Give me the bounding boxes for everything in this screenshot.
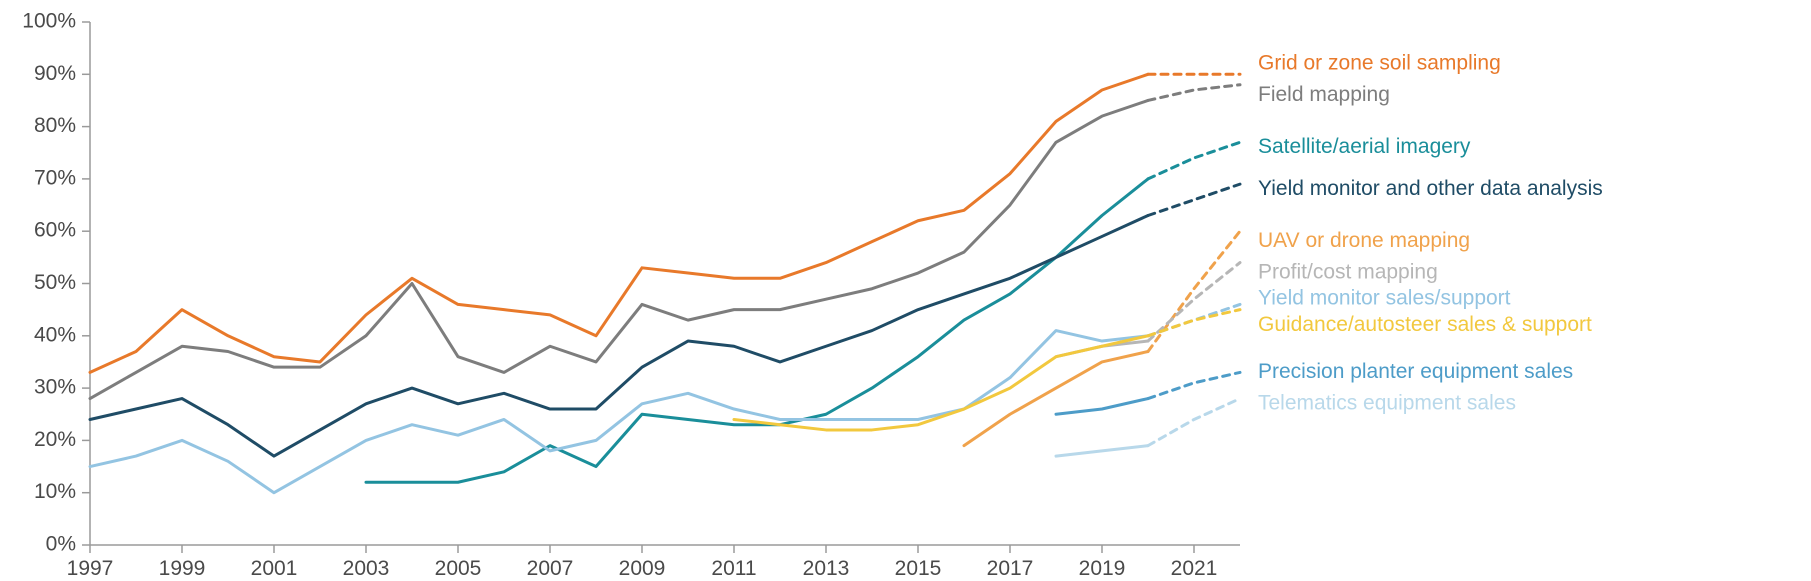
- series-label: Grid or zone soil sampling: [1258, 51, 1501, 74]
- x-tick-label: 2005: [435, 557, 482, 580]
- series-line-solid: [734, 336, 1148, 430]
- series-line-solid: [90, 216, 1148, 457]
- x-tick-label: 2003: [343, 557, 390, 580]
- series-line-dashed: [1148, 142, 1240, 179]
- series-label: UAV or drone mapping: [1258, 229, 1470, 252]
- series-label: Telematics equipment sales: [1258, 391, 1516, 414]
- y-tick-label: 0%: [46, 533, 76, 556]
- series-line-solid: [90, 100, 1148, 398]
- series-label: Field mapping: [1258, 83, 1390, 106]
- series-line-dashed: [1148, 231, 1240, 351]
- series-line-solid: [366, 179, 1148, 482]
- series-line-dashed: [1148, 184, 1240, 215]
- x-tick-label: 1999: [159, 557, 206, 580]
- x-tick-label: 2009: [619, 557, 666, 580]
- series-line-dashed: [1148, 310, 1240, 336]
- x-tick-label: 2013: [803, 557, 850, 580]
- y-tick-label: 20%: [34, 428, 76, 451]
- series-label: Guidance/autosteer sales & support: [1258, 313, 1592, 336]
- y-tick-label: 70%: [34, 166, 76, 189]
- y-tick-label: 90%: [34, 62, 76, 85]
- x-tick-label: 2015: [895, 557, 942, 580]
- y-tick-label: 50%: [34, 271, 76, 294]
- series-line-solid: [1056, 446, 1148, 456]
- x-tick-label: 1997: [67, 557, 114, 580]
- x-tick-label: 2017: [987, 557, 1034, 580]
- x-tick-label: 2001: [251, 557, 298, 580]
- series-label: Precision planter equipment sales: [1258, 360, 1573, 383]
- series-label: Satellite/aerial imagery: [1258, 135, 1471, 158]
- series-line-dashed: [1148, 372, 1240, 398]
- x-tick-label: 2019: [1079, 557, 1126, 580]
- series-label: Profit/cost mapping: [1258, 261, 1438, 284]
- series-line-dashed: [1148, 85, 1240, 101]
- x-tick-label: 2011: [711, 557, 756, 580]
- line-chart: { "chart": { "type": "line", "width": 18…: [0, 0, 1811, 581]
- x-tick-label: 2007: [527, 557, 574, 580]
- series-line-dashed: [1148, 263, 1240, 341]
- series-line-dashed: [1148, 399, 1240, 446]
- y-tick-label: 60%: [34, 219, 76, 242]
- y-tick-label: 80%: [34, 114, 76, 137]
- y-tick-label: 40%: [34, 323, 76, 346]
- y-tick-label: 100%: [22, 10, 76, 33]
- series-label: Yield monitor sales/support: [1258, 287, 1511, 310]
- series-line-solid: [964, 351, 1148, 445]
- y-tick-label: 30%: [34, 376, 76, 399]
- x-tick-label: 2021: [1171, 557, 1218, 580]
- chart-svg: 0% 10% 20% 30% 40% 50% 60% 70% 80% 90% 100% 1997 199…: [0, 0, 1811, 581]
- series-line-solid: [90, 331, 1148, 493]
- y-tick-label: 10%: [34, 480, 76, 503]
- series-label: Yield monitor and other data analysis: [1258, 177, 1603, 200]
- series-line-solid: [90, 74, 1148, 372]
- series-line-solid: [1056, 399, 1148, 415]
